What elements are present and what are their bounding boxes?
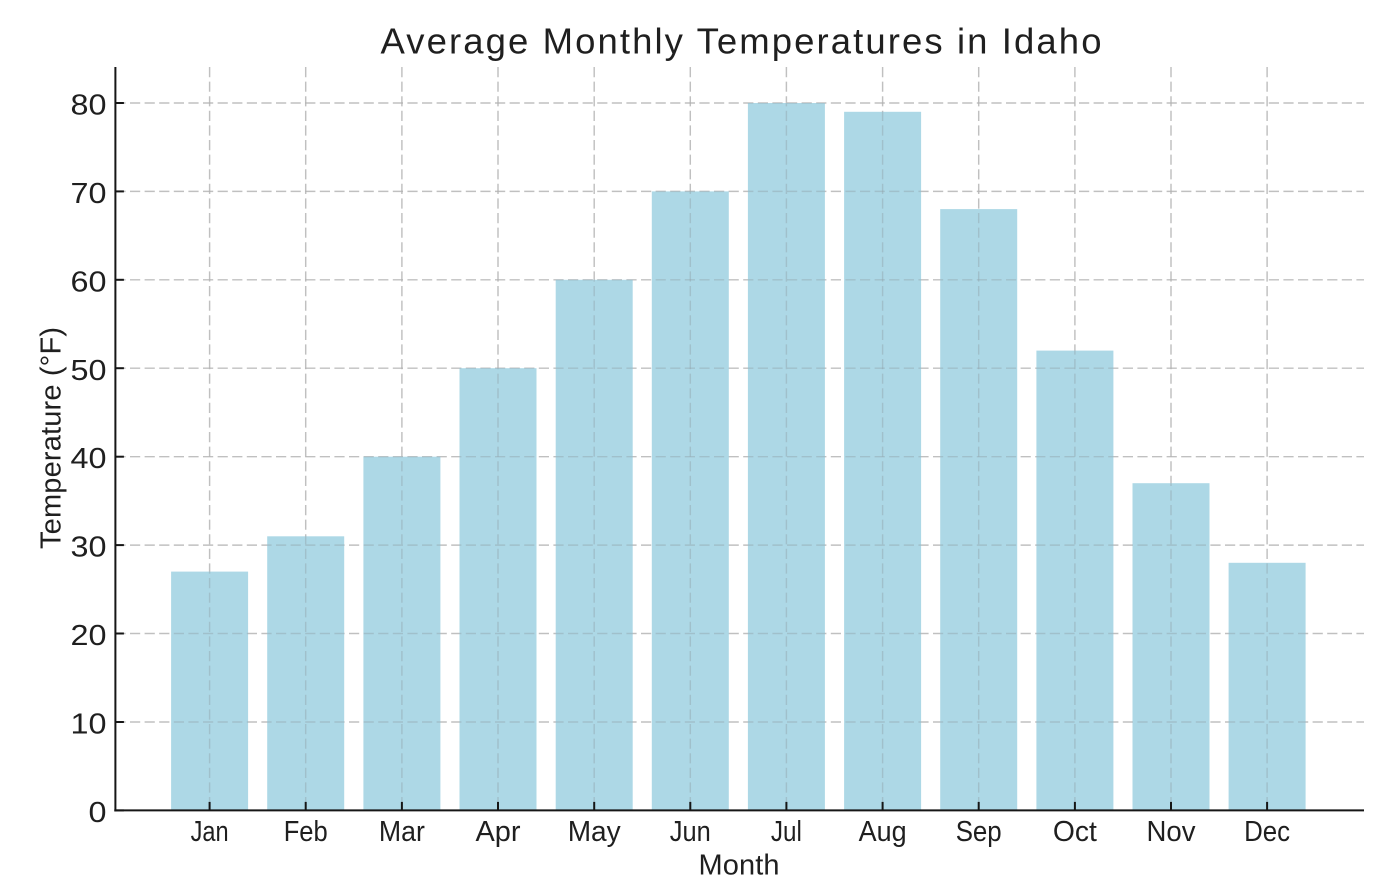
svg-text:30: 30 [71, 532, 107, 564]
svg-text:May: May [568, 816, 621, 848]
svg-text:Month: Month [699, 850, 780, 882]
svg-text:0: 0 [89, 797, 107, 829]
svg-text:60: 60 [71, 266, 107, 298]
svg-text:Oct: Oct [1053, 816, 1097, 848]
svg-text:Jan: Jan [191, 816, 229, 848]
svg-text:Jul: Jul [771, 816, 802, 848]
svg-text:50: 50 [71, 355, 107, 387]
svg-text:Temperature (°F): Temperature (°F) [36, 327, 68, 549]
svg-text:Feb: Feb [284, 816, 328, 848]
svg-text:Nov: Nov [1147, 816, 1196, 848]
svg-text:70: 70 [71, 178, 107, 210]
svg-text:Sep: Sep [956, 816, 1002, 848]
svg-text:40: 40 [71, 443, 107, 475]
svg-text:Average Monthly Temperatures i: Average Monthly Temperatures in Idaho [381, 20, 1102, 61]
svg-text:Aug: Aug [859, 816, 907, 848]
svg-text:80: 80 [71, 90, 107, 122]
svg-text:Apr: Apr [476, 816, 521, 848]
svg-text:Mar: Mar [379, 816, 425, 848]
svg-text:10: 10 [71, 709, 107, 741]
svg-text:Dec: Dec [1244, 816, 1290, 848]
svg-text:Jun: Jun [670, 816, 711, 848]
svg-text:20: 20 [71, 620, 107, 652]
